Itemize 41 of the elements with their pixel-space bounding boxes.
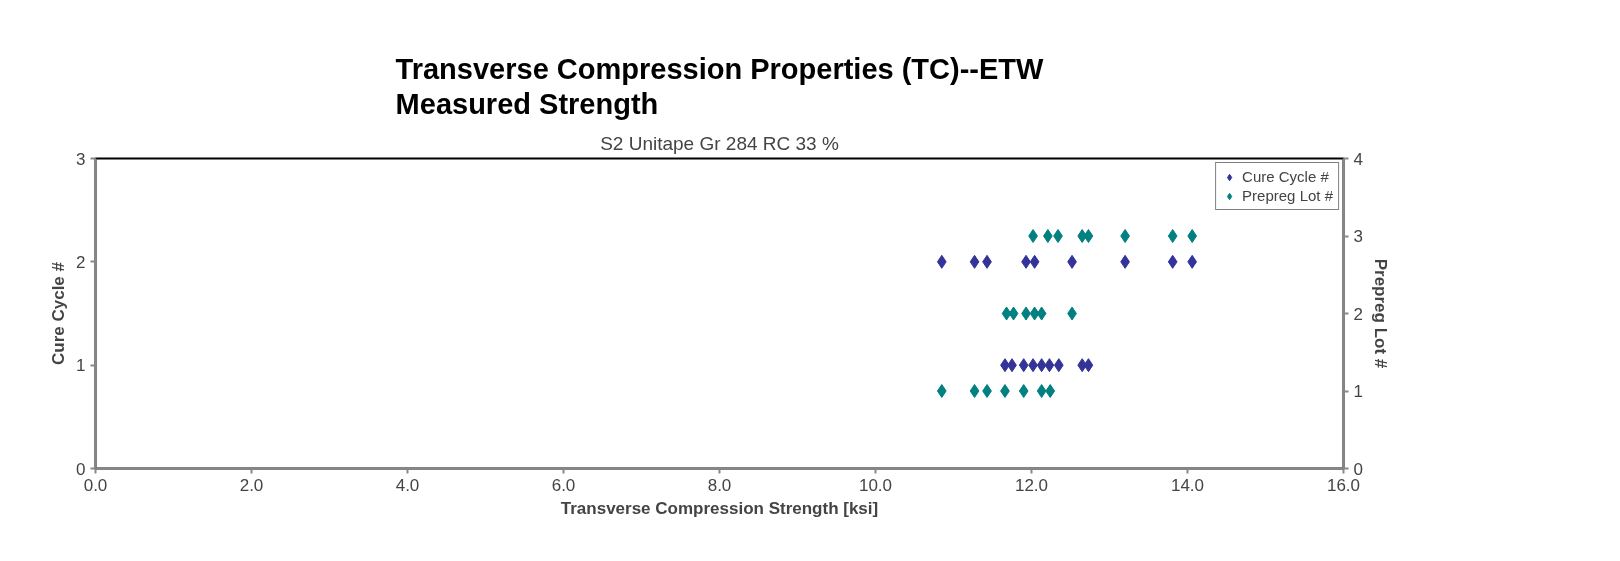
y2-axis-title: Prepreg Lot # xyxy=(1370,258,1390,369)
point xyxy=(936,384,947,398)
point xyxy=(1001,306,1012,321)
point xyxy=(1008,306,1019,321)
point xyxy=(1000,384,1010,398)
point xyxy=(1036,384,1047,398)
y-tick-label: 1 xyxy=(76,356,86,376)
legend-label: Prepreg Lot # xyxy=(1242,187,1333,204)
x-axis-title: Transverse Compression Strength [ksi] xyxy=(560,498,879,518)
point xyxy=(1120,229,1130,243)
x-tick-label: 12.0 xyxy=(1014,475,1049,495)
y-tick-label: 0 xyxy=(76,459,86,479)
y-axis-title: Cure Cycle # xyxy=(49,261,69,365)
point xyxy=(1029,306,1040,321)
point xyxy=(1083,229,1094,243)
chart-title: Transverse Compression Properties (TC)--ETW Measured Strength xyxy=(395,53,1045,121)
point xyxy=(1028,229,1038,243)
point xyxy=(1045,384,1056,398)
x-tick-label: 14.0 xyxy=(1170,475,1205,495)
x-tick-label: 0.0 xyxy=(83,475,108,495)
y2-tick-label: 1 xyxy=(1353,382,1363,401)
point xyxy=(969,384,980,398)
point xyxy=(982,384,992,398)
point xyxy=(1043,229,1053,243)
y2-tick-label: 3 xyxy=(1353,227,1363,246)
y-tick-label: 2 xyxy=(76,252,86,272)
legend-label: Cure Cycle # xyxy=(1242,168,1329,185)
point xyxy=(1018,384,1029,398)
chart-subtitle: S2 Unitape Gr 284 RC 33 % xyxy=(600,132,839,154)
x-tick-label: 8.0 xyxy=(707,475,732,495)
point xyxy=(1036,306,1047,321)
point xyxy=(1187,229,1198,243)
x-tick-label: 4.0 xyxy=(395,475,420,495)
y-tick-label: 3 xyxy=(76,149,86,169)
y2-tick-label: 4 xyxy=(1353,149,1363,169)
point xyxy=(1053,229,1063,243)
x-tick-label: 10.0 xyxy=(858,475,893,495)
y2-tick-label: 2 xyxy=(1353,304,1363,324)
x-tick-label: 2.0 xyxy=(239,475,264,495)
x-tick-label: 6.0 xyxy=(551,475,576,495)
point xyxy=(1167,229,1178,243)
